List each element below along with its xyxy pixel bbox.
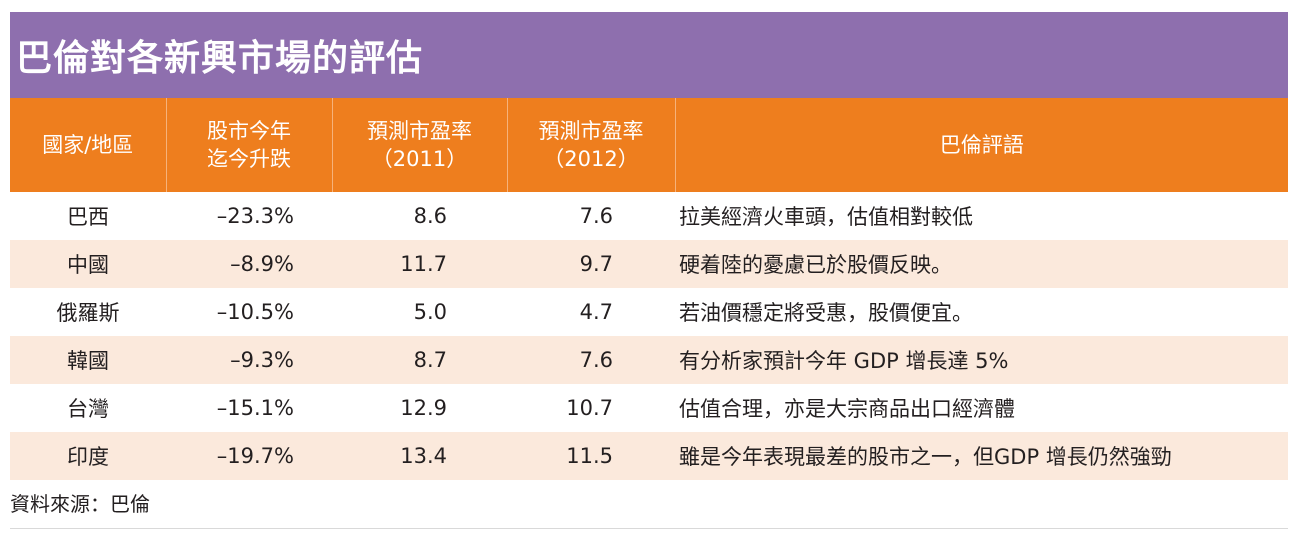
header-ytd-change: 股市今年 迄今升跌: [165, 98, 332, 192]
header-pe-2011: 預測市盈率 （2011）: [331, 98, 507, 192]
market-table: 國家/地區 股市今年 迄今升跌 預測市盈率 （2011） 預測市盈率 （2012） 巴…: [10, 98, 1288, 480]
cell-pe-2012: 7.6: [507, 336, 675, 384]
table-row: 俄羅斯 –10.5% 5.0 4.7 若油價穩定將受惠，股價便宜。: [10, 288, 1288, 336]
cell-pe-2011: 11.7: [332, 240, 507, 288]
figure-title: 巴倫對各新興市場的評估: [16, 38, 424, 79]
cell-pe-2012: 9.7: [507, 240, 675, 288]
source-note: 資料來源：巴倫: [10, 492, 150, 516]
cell-change: –15.1%: [216, 396, 294, 420]
table-row: 印度 –19.7% 13.4 11.5 雖是今年表現最差的股市之一，但GDP 增…: [10, 432, 1288, 480]
cell-country: 印度: [10, 432, 166, 480]
header-country: 國家/地區: [10, 98, 166, 192]
cell-comment: 硬着陸的憂慮已於股價反映。: [675, 240, 1288, 288]
cell-country: 韓國: [10, 336, 166, 384]
cell-comment: 拉美經濟火車頭，估值相對較低: [679, 205, 973, 229]
cell-country: 台灣: [67, 397, 109, 421]
cell-comment: 若油價穩定將受惠，股價便宜。: [679, 301, 973, 325]
table-row: 韓國 –9.3% 8.7 7.6 有分析家預計今年 GDP 增長達 5%: [10, 336, 1288, 384]
cell-change: –10.5%: [216, 300, 294, 324]
table-row: 巴西 –23.3% 8.6 7.6 拉美經濟火車頭，估值相對較低: [10, 192, 1288, 240]
table-row: 中國 –8.9% 11.7 9.7 硬着陸的憂慮已於股價反映。: [10, 240, 1288, 288]
cell-country: 巴西: [67, 205, 109, 229]
cell-country: 中國: [10, 240, 166, 288]
cell-comment: 雖是今年表現最差的股市之一，但GDP 增長仍然強勁: [675, 432, 1288, 480]
header-pe-2012: 預測市盈率 （2012）: [506, 98, 675, 192]
cell-comment: 估值合理，亦是大宗商品出口經濟體: [679, 397, 1015, 421]
cell-comment: 有分析家預計今年 GDP 增長達 5%: [675, 336, 1288, 384]
cell-country: 俄羅斯: [56, 301, 120, 325]
cell-pe-2012: 7.6: [579, 204, 613, 228]
cell-pe-2012: 4.7: [579, 300, 613, 324]
cell-change: –9.3%: [166, 336, 332, 384]
title-bar: 巴倫對各新興市場的評估: [10, 12, 1288, 98]
cell-pe-2011: 8.6: [413, 204, 447, 228]
cell-change: –23.3%: [216, 204, 294, 228]
header-row: 國家/地區 股市今年 迄今升跌 預測市盈率 （2011） 預測市盈率 （2012） 巴…: [10, 98, 1288, 192]
cell-pe-2012: 11.5: [507, 432, 675, 480]
cell-change: –19.7%: [166, 432, 332, 480]
cell-pe-2011: 13.4: [332, 432, 507, 480]
cell-pe-2011: 8.7: [332, 336, 507, 384]
table-row: 台灣 –15.1% 12.9 10.7 估值合理，亦是大宗商品出口經濟體: [10, 384, 1288, 432]
cell-change: –8.9%: [166, 240, 332, 288]
cell-pe-2011: 5.0: [413, 300, 447, 324]
cell-pe-2012: 10.7: [566, 396, 613, 420]
cell-pe-2011: 12.9: [400, 396, 447, 420]
valuation-table-figure: 巴倫對各新興市場的評估 國家/地區 股市今年 迄今升跌 預測市盈率 （2011） 預…: [10, 12, 1288, 517]
header-comment: 巴倫評語: [674, 98, 1288, 192]
bottom-divider: [10, 528, 1288, 529]
